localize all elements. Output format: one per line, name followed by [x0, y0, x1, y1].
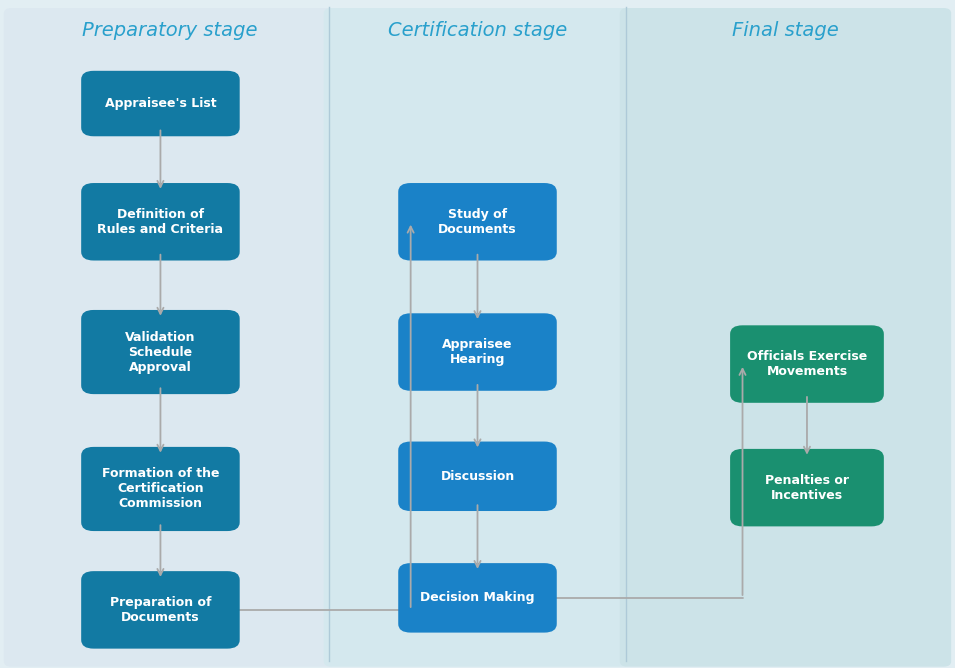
Text: Penalties or
Incentives: Penalties or Incentives — [765, 474, 849, 502]
FancyBboxPatch shape — [398, 313, 557, 391]
Text: Preparatory stage: Preparatory stage — [82, 21, 257, 39]
FancyBboxPatch shape — [398, 183, 557, 261]
FancyBboxPatch shape — [398, 442, 557, 511]
Text: Certification stage: Certification stage — [388, 21, 567, 39]
Text: Formation of the
Certification
Commission: Formation of the Certification Commissio… — [101, 468, 220, 510]
FancyBboxPatch shape — [620, 8, 951, 667]
Text: Study of
Documents: Study of Documents — [438, 208, 517, 236]
Text: Preparation of
Documents: Preparation of Documents — [110, 596, 211, 624]
Text: Appraisee's List: Appraisee's List — [105, 97, 216, 110]
FancyBboxPatch shape — [81, 310, 240, 394]
Text: Appraisee
Hearing: Appraisee Hearing — [442, 338, 513, 366]
Text: Validation
Schedule
Approval: Validation Schedule Approval — [125, 331, 196, 373]
Text: Decision Making: Decision Making — [420, 591, 535, 605]
FancyBboxPatch shape — [730, 325, 884, 403]
FancyBboxPatch shape — [398, 563, 557, 633]
FancyBboxPatch shape — [81, 71, 240, 136]
FancyBboxPatch shape — [81, 183, 240, 261]
FancyBboxPatch shape — [730, 449, 884, 526]
Text: Final stage: Final stage — [732, 21, 838, 39]
FancyBboxPatch shape — [324, 8, 631, 667]
FancyBboxPatch shape — [4, 8, 335, 667]
FancyBboxPatch shape — [81, 447, 240, 531]
Text: Officials Exercise
Movements: Officials Exercise Movements — [747, 350, 867, 378]
FancyBboxPatch shape — [81, 571, 240, 649]
Text: Discussion: Discussion — [440, 470, 515, 483]
Text: Definition of
Rules and Criteria: Definition of Rules and Criteria — [97, 208, 223, 236]
